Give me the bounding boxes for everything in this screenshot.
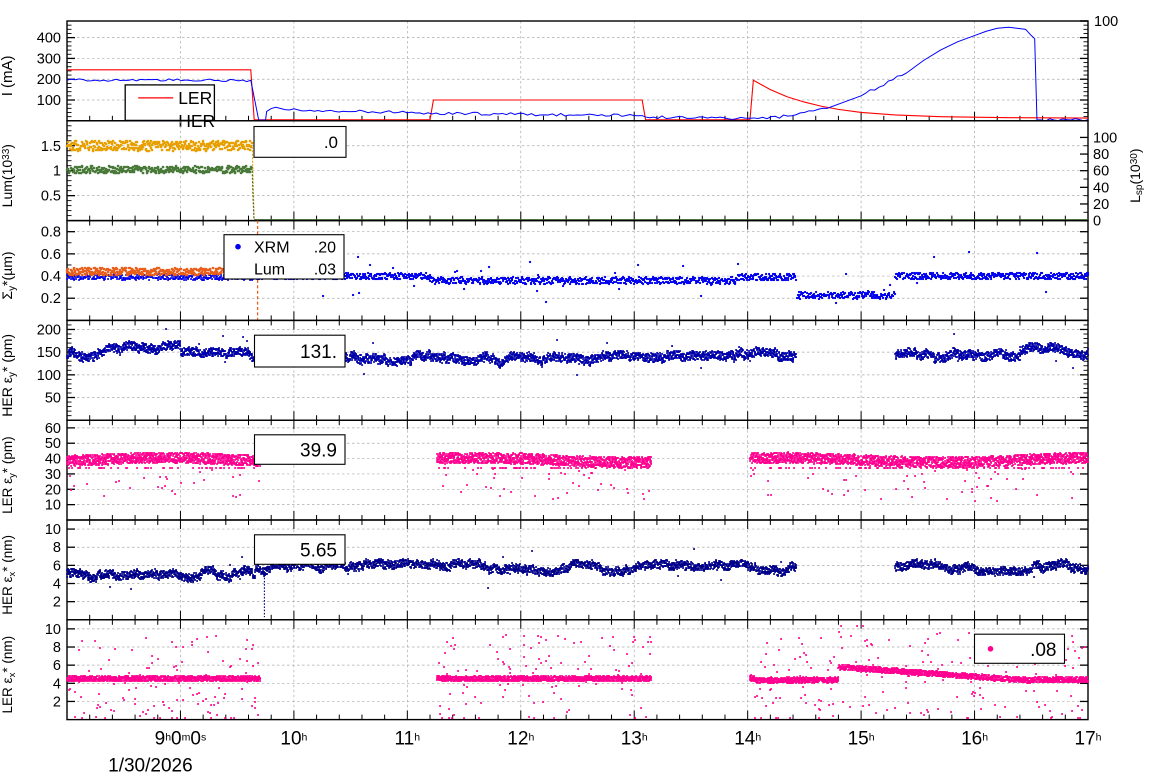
svg-text:1.5: 1.5	[41, 139, 61, 155]
svg-text:10: 10	[45, 622, 61, 638]
svg-text:80: 80	[1093, 147, 1109, 163]
svg-text:50: 50	[45, 391, 61, 407]
svg-text:5.65: 5.65	[300, 541, 337, 562]
svg-text:8: 8	[53, 540, 61, 556]
svg-text:0: 0	[1093, 214, 1101, 230]
svg-text:40: 40	[45, 452, 61, 468]
svg-text:LER: LER	[178, 88, 212, 108]
svg-text:Lum: Lum	[254, 262, 285, 279]
svg-text:60: 60	[1093, 164, 1109, 180]
svg-text:60: 60	[45, 421, 61, 437]
svg-text:300: 300	[37, 51, 61, 67]
svg-text:150: 150	[37, 345, 61, 361]
svg-text:131.: 131.	[300, 342, 337, 363]
svg-text:I (mA): I (mA)	[0, 55, 16, 96]
svg-text:1/30/2026: 1/30/2026	[108, 756, 193, 777]
svg-text:20: 20	[1093, 197, 1109, 213]
svg-text:200: 200	[37, 72, 61, 88]
svg-text:100: 100	[1094, 14, 1118, 30]
svg-text:6: 6	[53, 558, 61, 574]
svg-text:50: 50	[45, 436, 61, 452]
svg-text:4: 4	[53, 676, 61, 692]
svg-text:40: 40	[1093, 180, 1109, 196]
svg-text:20: 20	[45, 482, 61, 498]
svg-text:200: 200	[37, 322, 61, 338]
svg-text:.03: .03	[314, 262, 336, 279]
svg-text:0.4: 0.4	[41, 269, 61, 285]
svg-text:2: 2	[53, 694, 61, 710]
svg-text:.08: .08	[1030, 640, 1056, 661]
svg-text:.0: .0	[324, 133, 338, 152]
svg-text:9h0m0s: 9h0m0s	[155, 729, 207, 750]
svg-text:0.8: 0.8	[41, 225, 61, 241]
svg-text:.20: .20	[314, 240, 336, 257]
svg-text:100: 100	[37, 93, 61, 109]
svg-text:0.2: 0.2	[41, 291, 61, 307]
svg-text:39.9: 39.9	[300, 441, 337, 462]
svg-text:4: 4	[53, 577, 61, 593]
svg-text:0.5: 0.5	[41, 189, 61, 205]
svg-text:30: 30	[45, 467, 61, 483]
svg-text:100: 100	[1093, 130, 1117, 146]
svg-text:XRM: XRM	[254, 240, 290, 257]
svg-text:400: 400	[37, 31, 61, 47]
svg-text:8: 8	[53, 640, 61, 656]
svg-text:100: 100	[37, 368, 61, 384]
svg-text:1: 1	[53, 164, 61, 180]
svg-text:2: 2	[53, 595, 61, 611]
svg-text:10: 10	[45, 498, 61, 514]
svg-text:0.6: 0.6	[41, 247, 61, 263]
svg-text:6: 6	[53, 658, 61, 674]
svg-text:10: 10	[45, 522, 61, 538]
svg-text:Σy*(µm): Σy*(µm)	[0, 251, 18, 299]
